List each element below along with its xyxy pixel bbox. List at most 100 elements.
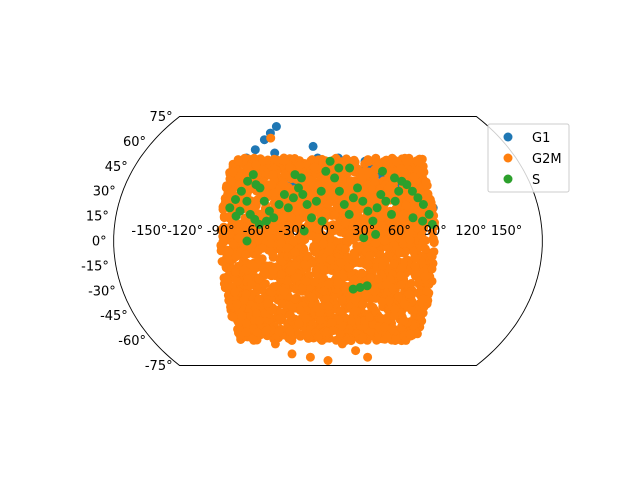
point-g2m: [278, 212, 288, 222]
point-g2m: [251, 160, 261, 170]
point-g2m: [300, 235, 310, 245]
y-tick-label: 75°: [150, 110, 173, 125]
point-g2m: [289, 223, 299, 232]
point-g2m: [413, 288, 423, 298]
point-g2m: [369, 171, 379, 181]
y-tick-label: -30°: [88, 284, 116, 299]
point-g2m: [301, 276, 311, 286]
point-g2m: [285, 326, 295, 336]
x-tick-labels: -150° -120° -90° -60° -30° 0° 30° 60° 90° 120° 150…: [131, 224, 522, 239]
y-tick-label: 0°: [92, 235, 107, 250]
point-g2m: [377, 314, 387, 323]
point-g2m: [330, 210, 340, 220]
point-s: [372, 203, 382, 213]
point-g2m: [307, 258, 317, 268]
point-g2m: [384, 182, 394, 192]
point-g2m: [389, 259, 399, 269]
point-g2m: [371, 238, 381, 248]
point-g2m: [268, 170, 278, 180]
point-g2m: [401, 225, 411, 235]
point-g2m: [295, 160, 305, 170]
point-g2m: [357, 173, 367, 183]
point-g2m: [254, 316, 264, 326]
point-g2m: [228, 312, 238, 322]
point-g2m: [341, 285, 351, 295]
point-g2m: [290, 294, 300, 304]
point-g2m: [254, 274, 264, 284]
point-g2m: [290, 247, 300, 257]
point-s: [242, 196, 252, 206]
point-s: [236, 186, 246, 196]
point-g2m: [389, 311, 399, 321]
point-g2m: [301, 314, 311, 323]
point-s: [302, 200, 312, 209]
point-g2m: [294, 329, 304, 339]
point-s: [243, 176, 253, 186]
point-g2m: [371, 153, 381, 163]
point-g2m: [228, 167, 238, 177]
point-g2m: [254, 294, 264, 304]
point-g2m: [427, 227, 437, 237]
legend-marker-s: [503, 174, 513, 184]
point-g2m: [234, 233, 244, 243]
point-g2m: [254, 254, 264, 264]
point-s: [299, 226, 309, 236]
point-g2m: [418, 238, 428, 248]
point-g2m: [412, 156, 422, 166]
point-g2m: [394, 221, 404, 231]
point-s: [242, 236, 252, 246]
point-g2m: [422, 286, 431, 296]
point-g2m: [399, 299, 409, 309]
point-s: [325, 156, 335, 166]
point-g2m: [309, 241, 319, 251]
point-s: [418, 216, 428, 226]
point-s: [394, 186, 404, 196]
point-g2m: [239, 295, 249, 305]
point-s: [269, 213, 279, 223]
point-s: [358, 196, 368, 206]
point-s: [418, 200, 428, 209]
point-g2m: [418, 308, 428, 318]
point-g2m: [342, 253, 352, 263]
point-g2m: [294, 319, 304, 328]
point-g2m: [366, 273, 375, 282]
point-s: [317, 216, 327, 226]
point-s: [231, 195, 240, 204]
point-g2m: [234, 156, 243, 166]
point-s: [311, 196, 321, 206]
point-g2m: [277, 269, 287, 279]
y-tick-label: 15°: [86, 210, 109, 225]
point-s: [424, 209, 434, 219]
point-g2m: [401, 200, 411, 210]
point-g2m: [357, 268, 367, 278]
point-s: [378, 166, 387, 176]
point-g2m: [307, 292, 317, 302]
x-tick-label: 60°: [388, 224, 411, 239]
point-g2m: [226, 176, 236, 186]
map-boundary: [113, 116, 543, 366]
x-tick-label: -30°: [278, 224, 306, 239]
x-tick-label: -150°: [131, 224, 167, 239]
point-s: [231, 211, 241, 221]
point-g2m: [364, 312, 374, 322]
point-g2m: [351, 346, 361, 356]
point-g2m: [366, 326, 376, 336]
point-g2m: [405, 235, 415, 245]
point-g2m: [326, 193, 336, 202]
point-g2m: [337, 295, 347, 305]
point-g2m: [427, 264, 437, 274]
point-s: [368, 216, 378, 226]
data-points: [216, 122, 439, 365]
point-g2m: [309, 277, 319, 287]
point-g2m: [420, 272, 430, 282]
point-g2m: [395, 247, 405, 257]
point-g2m: [249, 262, 259, 272]
point-g2m: [350, 306, 360, 316]
point-s: [345, 163, 355, 173]
point-s: [294, 183, 303, 193]
point-g2m: [280, 169, 290, 179]
point-g2m: [378, 261, 387, 271]
point-g2m: [418, 294, 428, 304]
point-g2m: [311, 265, 321, 275]
point-g1: [250, 145, 260, 155]
